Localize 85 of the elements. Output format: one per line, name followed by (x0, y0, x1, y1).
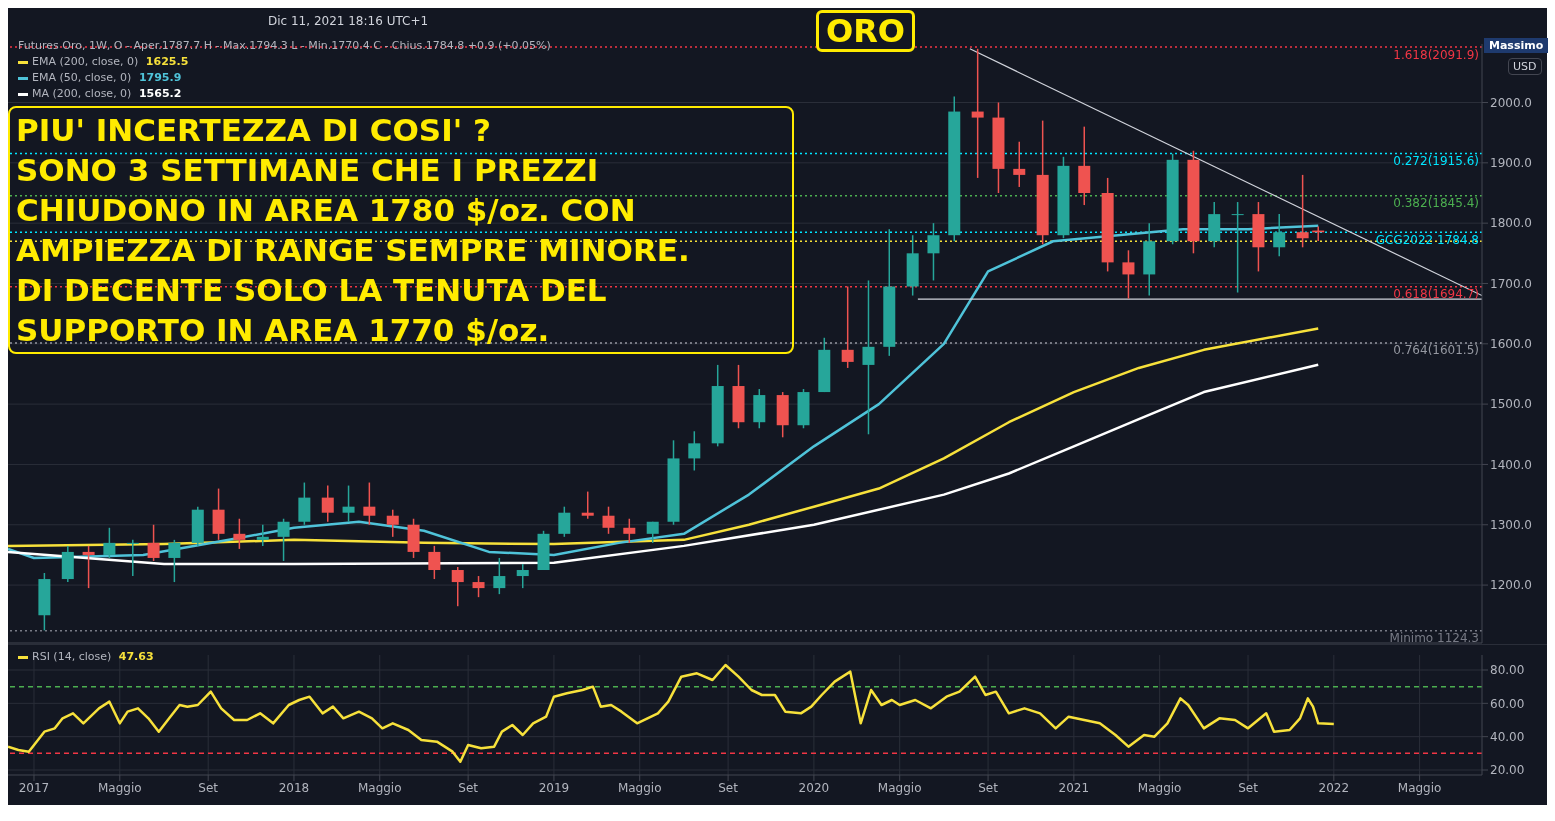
y-tick-label: 20.00 (1490, 763, 1525, 778)
candlestick (1296, 174, 1309, 249)
annotation: 1795.9 (138, 71, 182, 84)
annotation: PIU' INCERTEZZA DI COSI' ? SONO 3 SETTIMANE CHE I PREZZI CHIUDONO IN AREA 1780 $/oz. CON AMPIEZZA DI RANGE SEMPRE MINORE. DI DECENTE SOLO LA TENUTA DEL SUPPORTO IN AREA 1770 $/oz. (8, 106, 794, 354)
y-tick-label: 1200.0 (1490, 578, 1532, 593)
candlestick (321, 484, 334, 523)
candlestick (428, 545, 441, 580)
annotation: 47.63 (118, 650, 154, 663)
candlestick (841, 285, 854, 369)
candlestick (623, 517, 636, 544)
candlestick (168, 539, 181, 583)
candlestick (516, 563, 529, 589)
x-tick-label: 2017 (18, 780, 50, 795)
x-tick-label: Set (458, 780, 479, 795)
x-tick-label: 2019 (538, 780, 570, 795)
candlestick (233, 517, 246, 550)
candlestick (581, 490, 594, 520)
ref-line-label: 0.272(1915.6) (1393, 153, 1479, 168)
x-tick-label: 2020 (798, 780, 830, 795)
line-series (8, 224, 1320, 560)
candlestick (386, 508, 399, 538)
candlestick (688, 430, 701, 472)
x-tick-label: 2021 (1058, 780, 1090, 795)
legend-label: MA (200, close, 0) (32, 87, 132, 100)
x-tick-label: Maggio (877, 780, 922, 795)
text: Massimo (1484, 38, 1549, 53)
candlestick (493, 557, 506, 595)
ref-line-label: 1.618(2091.9) (1393, 47, 1479, 62)
x-tick-label: Maggio (617, 780, 662, 795)
legend-label: EMA (200, close, 0) (32, 55, 139, 68)
x-tick-label: Maggio (1397, 780, 1442, 795)
candlestick (126, 539, 139, 577)
candlestick (1231, 201, 1244, 294)
candlestick (862, 279, 875, 436)
y-tick-label: 1300.0 (1490, 518, 1532, 533)
candlestick (472, 575, 485, 598)
line-series (8, 663, 1336, 763)
legend-label: RSI (14, close) (32, 650, 112, 663)
y-tick-label: 80.00 (1490, 663, 1525, 678)
candlestick (927, 222, 940, 282)
x-tick-label: Set (1238, 780, 1259, 795)
annotation: 1565.2 (138, 87, 182, 100)
chart-subtitle: Futures Oro, 1W, O - Aper.1787.7 H - Max.1794.3 L - Min.1770.4 C - Chius.1784.8 +0.9 (+0.05%) (18, 38, 551, 54)
y-tick-label: 1600.0 (1490, 337, 1532, 352)
y-tick-label: 1500.0 (1490, 397, 1532, 412)
x-tick-label: Maggio (97, 780, 142, 795)
candlestick (602, 505, 615, 535)
x-tick-label: Maggio (357, 780, 402, 795)
ref-line-label: GCG2022 1784.8 (1375, 232, 1479, 247)
candlestick (256, 524, 269, 547)
annotation: 1625.5 (145, 55, 189, 68)
legend-label: EMA (50, close, 0) (32, 71, 132, 84)
candlestick (971, 48, 984, 179)
x-tick-label: Set (198, 780, 219, 795)
ref-line-label: Minimo 1124.3 (1389, 631, 1479, 646)
x-tick-label: Maggio (1137, 780, 1182, 795)
ref-line-label: 0.764(1601.5) (1393, 343, 1479, 358)
y-tick-label: 40.00 (1490, 729, 1525, 744)
x-tick-label: Set (718, 780, 739, 795)
y-tick-label: 60.00 (1490, 696, 1525, 711)
candlestick (342, 484, 355, 523)
x-tick-label: 2022 (1318, 780, 1350, 795)
candlestick (558, 505, 571, 538)
y-tick-label: 1700.0 (1490, 276, 1532, 291)
y-tick-label: 1400.0 (1490, 457, 1532, 472)
ref-line-label: 0.382(1845.4) (1393, 196, 1479, 211)
text: Dic 11, 2021 18:16 UTC+1 (268, 14, 429, 28)
candlestick (1013, 140, 1026, 188)
line-series (8, 363, 1320, 566)
candlestick (277, 517, 290, 562)
x-tick-label: 2018 (278, 780, 310, 795)
y-tick-label: 1800.0 (1490, 216, 1532, 231)
candlestick (1273, 213, 1286, 258)
candlestick (451, 566, 464, 607)
y-tick-label: 2000.0 (1490, 95, 1532, 110)
chart-title: ORO (816, 10, 916, 52)
ref-line-label: 0.618(1694.7) (1393, 287, 1479, 302)
candlestick (103, 527, 116, 559)
candlestick (363, 481, 376, 526)
text: USD (1508, 58, 1542, 75)
y-tick-label: 1900.0 (1490, 156, 1532, 171)
candlestick (147, 524, 160, 562)
candlestick (82, 545, 95, 589)
x-tick-label: Set (978, 780, 999, 795)
candlestick (1122, 249, 1135, 300)
